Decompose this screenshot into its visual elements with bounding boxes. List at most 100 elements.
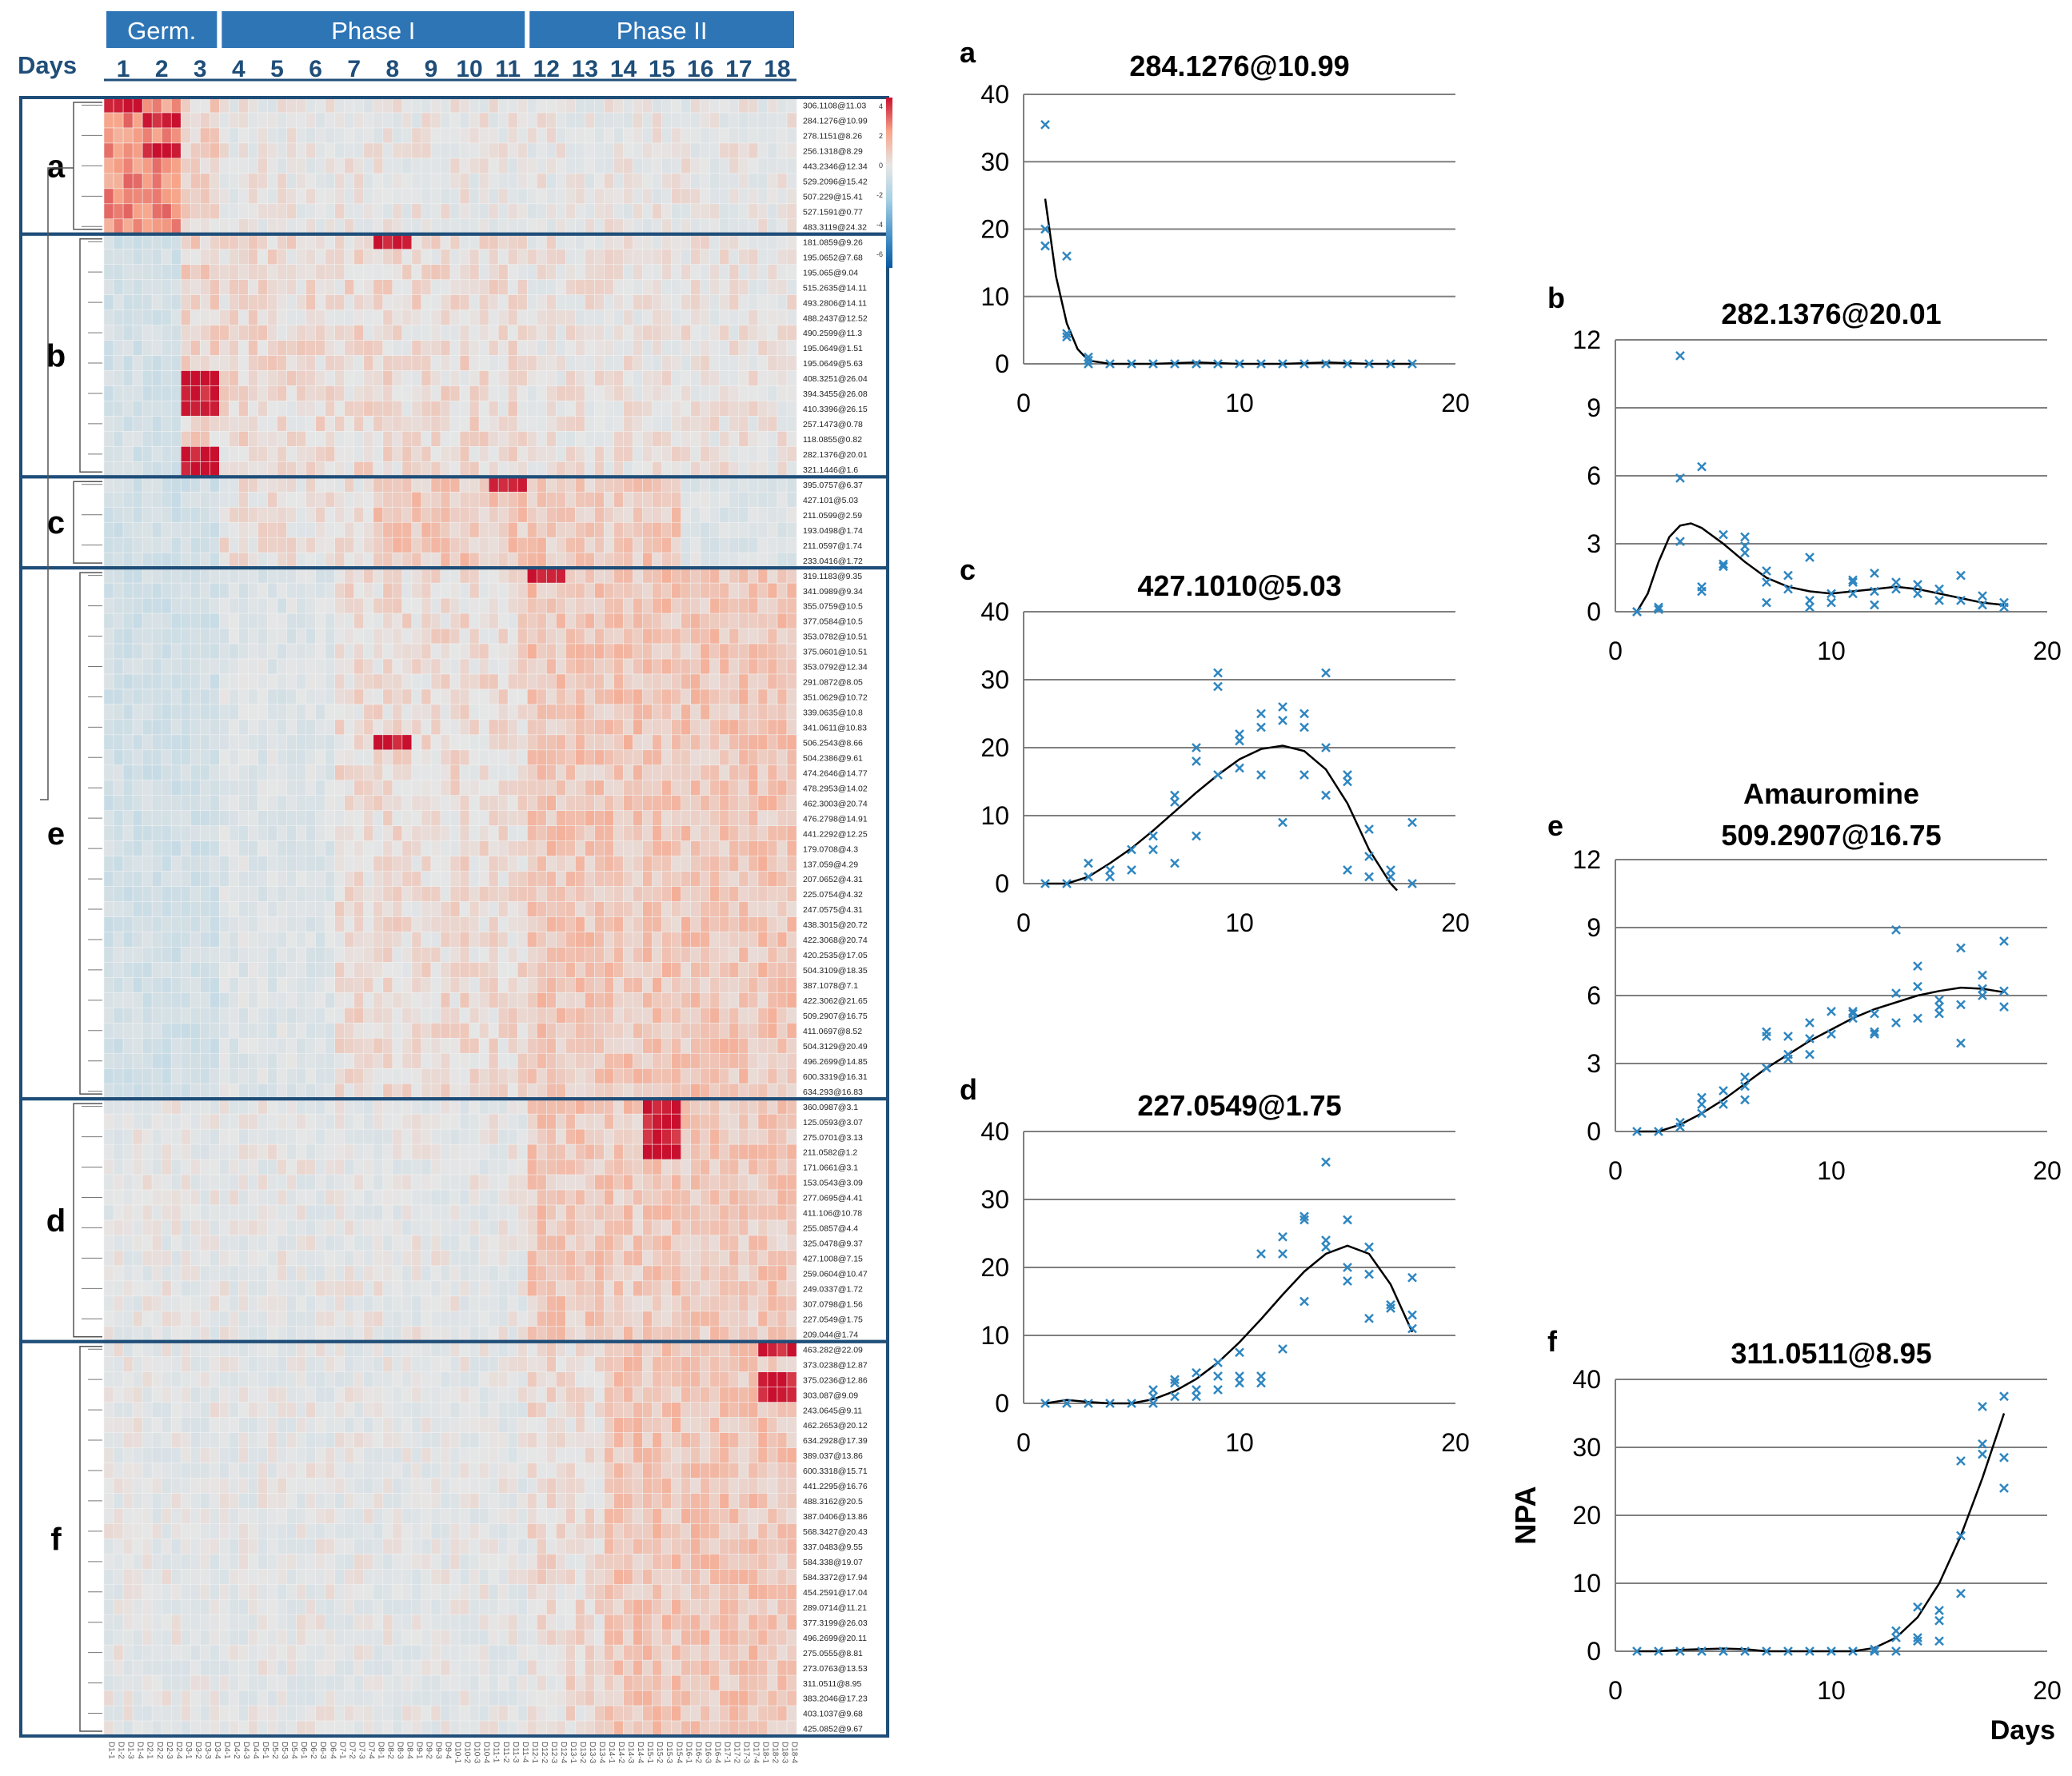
heatmap-cell bbox=[411, 932, 422, 948]
heatmap-cell bbox=[411, 810, 422, 827]
heatmap-cell bbox=[199, 370, 210, 386]
heatmap-cell bbox=[748, 977, 759, 993]
heatmap-cell bbox=[238, 1052, 249, 1069]
heatmap-cell bbox=[729, 1068, 740, 1084]
heatmap-cell bbox=[767, 264, 778, 281]
heatmap-cell bbox=[363, 1008, 374, 1024]
heatmap-cell bbox=[344, 218, 355, 235]
heatmap-cell bbox=[536, 309, 547, 326]
heatmap-cell bbox=[777, 567, 788, 584]
heatmap-cell bbox=[642, 658, 653, 675]
heatmap-cell bbox=[315, 477, 326, 493]
heatmap-cell bbox=[604, 491, 614, 508]
heatmap-cell bbox=[142, 1083, 153, 1100]
heatmap-cell bbox=[517, 127, 528, 144]
heatmap-cell bbox=[122, 856, 134, 872]
heatmap-cell bbox=[575, 582, 585, 599]
heatmap-cell bbox=[661, 1037, 673, 1054]
heatmap-cell bbox=[305, 233, 317, 250]
heatmap-cell bbox=[729, 1098, 740, 1115]
heatmap-cell bbox=[633, 477, 644, 493]
heatmap-cell bbox=[238, 355, 249, 371]
heatmap-cell bbox=[315, 233, 326, 250]
heatmap-cell bbox=[277, 506, 288, 523]
heatmap-cell bbox=[219, 355, 230, 371]
heatmap-cell bbox=[633, 446, 644, 462]
heatmap-cell bbox=[757, 431, 769, 447]
heatmap-cell bbox=[219, 749, 230, 766]
heatmap-cell bbox=[382, 385, 393, 401]
heatmap-cell bbox=[507, 264, 518, 281]
heatmap-cell bbox=[258, 173, 268, 190]
heatmap-cell bbox=[392, 355, 403, 371]
heatmap-cell bbox=[777, 871, 788, 888]
heatmap-cell bbox=[786, 309, 797, 326]
heatmap-cell bbox=[623, 506, 634, 523]
heatmap-cell bbox=[151, 340, 162, 357]
heatmap-cell bbox=[661, 127, 673, 144]
heatmap-cell bbox=[248, 932, 258, 948]
heatmap-cell bbox=[449, 142, 461, 159]
heatmap-cell bbox=[526, 658, 537, 675]
heatmap-cell bbox=[786, 871, 797, 888]
heatmap-cell bbox=[556, 491, 566, 508]
heatmap-cell bbox=[556, 962, 566, 978]
heatmap-cell bbox=[170, 932, 182, 948]
heatmap-cell bbox=[478, 355, 489, 371]
heatmap-cell bbox=[344, 567, 355, 584]
heatmap-cell bbox=[565, 764, 576, 781]
heatmap-cell bbox=[575, 461, 585, 477]
heatmap-cell bbox=[132, 567, 143, 584]
heatmap-cell bbox=[382, 1037, 393, 1054]
heatmap-cell bbox=[440, 764, 451, 781]
heatmap-cell bbox=[613, 1068, 625, 1084]
heatmap-cell bbox=[585, 294, 595, 311]
heatmap-cell bbox=[536, 1113, 547, 1130]
heatmap-cell bbox=[199, 962, 210, 978]
heatmap-cell bbox=[681, 734, 692, 751]
heatmap-cell bbox=[421, 249, 432, 265]
heatmap-cell bbox=[199, 173, 210, 190]
heatmap-cell bbox=[748, 1083, 759, 1100]
heatmap-cell bbox=[170, 461, 182, 477]
heatmap-cell bbox=[786, 795, 797, 812]
heatmap-cell bbox=[700, 764, 711, 781]
heatmap-cell bbox=[604, 233, 614, 250]
heatmap-cell bbox=[113, 628, 124, 645]
heatmap-cell bbox=[777, 112, 788, 129]
heatmap-cell bbox=[642, 203, 653, 220]
heatmap-cell bbox=[210, 1052, 220, 1069]
heatmap-cell bbox=[113, 947, 124, 963]
heatmap-cell bbox=[594, 249, 605, 265]
heatmap-cell bbox=[258, 597, 268, 614]
heatmap-cell bbox=[382, 597, 393, 614]
heatmap-cell bbox=[296, 992, 307, 1008]
heatmap-cell bbox=[604, 886, 614, 903]
heatmap-cell bbox=[757, 597, 769, 614]
heatmap-cell bbox=[517, 962, 528, 978]
heatmap-cell bbox=[401, 1128, 413, 1145]
heatmap-cell bbox=[671, 1008, 682, 1024]
heatmap-cell bbox=[373, 249, 384, 265]
heatmap-cell bbox=[681, 977, 692, 993]
heatmap-cell bbox=[334, 901, 345, 918]
heatmap-cell bbox=[132, 279, 143, 296]
heatmap-cell bbox=[305, 977, 317, 993]
heatmap-cell bbox=[315, 582, 326, 599]
heatmap-cell bbox=[652, 932, 663, 948]
heatmap-cell bbox=[277, 294, 288, 311]
heatmap-cell bbox=[132, 1113, 143, 1130]
heatmap-cell bbox=[132, 597, 143, 614]
heatmap-cell bbox=[526, 1008, 537, 1024]
heatmap-cell bbox=[440, 401, 451, 417]
heatmap-cell bbox=[604, 1083, 614, 1100]
heatmap-cell bbox=[132, 688, 143, 705]
heatmap-cell bbox=[132, 658, 143, 675]
heatmap-cell bbox=[633, 416, 644, 432]
heatmap-cell bbox=[353, 264, 365, 281]
heatmap-cell bbox=[469, 901, 480, 918]
heatmap-cell bbox=[363, 477, 374, 493]
heatmap-cell bbox=[305, 294, 317, 311]
heatmap-cell bbox=[132, 385, 143, 401]
heatmap-cell bbox=[353, 840, 365, 857]
